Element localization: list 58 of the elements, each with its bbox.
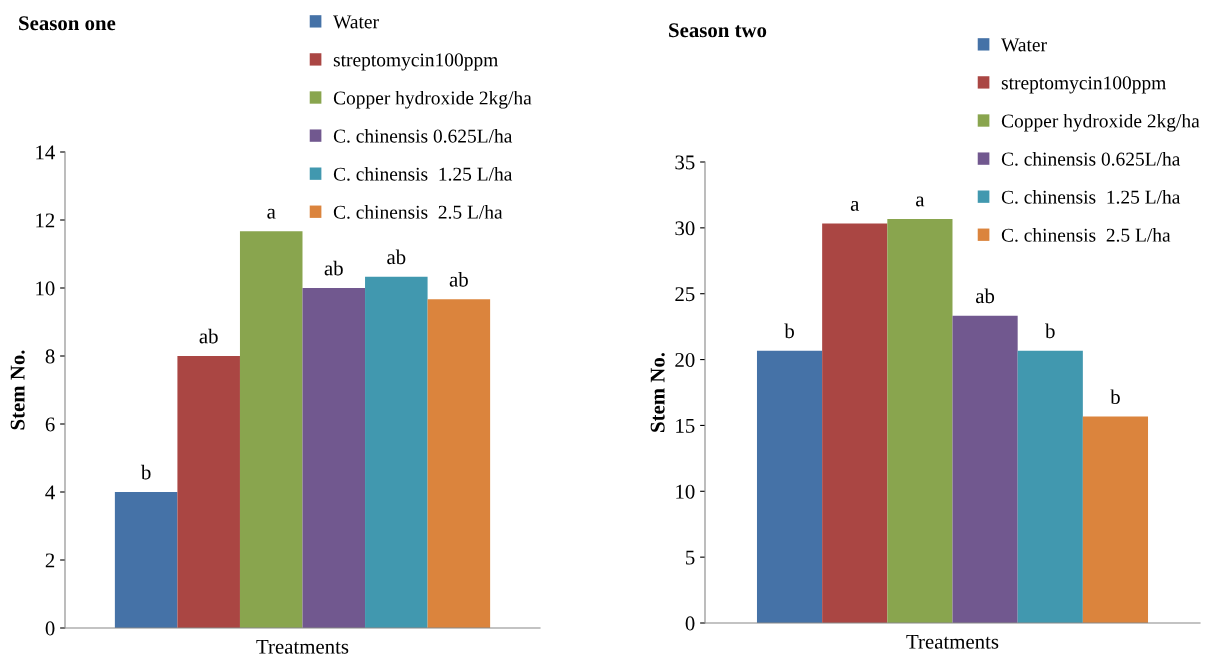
data-label: b <box>1045 323 1055 339</box>
legend-label: Copper hydroxide 2kg/ha <box>333 90 532 109</box>
y-tick-label: 25 <box>675 287 695 302</box>
bar <box>887 219 953 623</box>
legend-label: C. chinensis 0.625L/ha <box>333 128 513 143</box>
legend-label: C. chinensis 2.5 L/ha <box>1001 228 1171 242</box>
y-tick-label: 15 <box>676 418 695 433</box>
legend-label: streptomycin100ppm <box>333 53 499 71</box>
y-tick-label: 8 <box>45 349 55 364</box>
y-tick-label: 0 <box>45 621 55 636</box>
data-label: b <box>140 464 151 480</box>
legend-label: streptomycin100ppm <box>1001 76 1167 94</box>
legend-label: Water <box>333 15 379 29</box>
bar <box>302 288 366 628</box>
bar <box>952 315 1018 623</box>
data-label: b <box>784 323 794 339</box>
y-tick-label: 10 <box>676 484 695 499</box>
bar <box>822 223 888 623</box>
y-axis-title: Stem No. <box>10 350 25 430</box>
y-axis-title: Stem No. <box>650 352 665 432</box>
y-tick-label: 35 <box>675 155 695 170</box>
data-label: ab <box>449 271 468 287</box>
bar <box>1017 350 1083 623</box>
y-tick-label: 10 <box>36 281 55 296</box>
legend-label: C. chinensis 0.625L/ha <box>1001 151 1181 166</box>
y-tick-label: 30 <box>675 221 695 236</box>
y-tick-label: 20 <box>675 352 695 367</box>
data-label: ab <box>387 249 406 265</box>
data-label: ab <box>199 328 218 344</box>
x-tick-label: Treatments <box>906 634 999 649</box>
data-label: ab <box>975 288 995 304</box>
legend-label: C. chinensis 1.25 L/ha <box>1001 190 1181 204</box>
data-label: b <box>1110 389 1120 405</box>
legend-label: C. chinensis 1.25 L/ha <box>333 167 513 181</box>
data-label: a <box>916 196 925 207</box>
bar <box>427 299 491 628</box>
legend-label: Copper hydroxide 2kg/ha <box>1001 113 1200 132</box>
y-tick-label: 14 <box>36 145 55 160</box>
data-label: a <box>267 208 276 219</box>
bar <box>365 276 428 628</box>
y-tick-label: 6 <box>45 417 55 432</box>
bar <box>177 356 240 628</box>
bar <box>1082 416 1149 623</box>
data-label: ab <box>324 260 343 276</box>
y-tick-label: 4 <box>45 485 55 500</box>
y-tick-label: 0 <box>685 616 695 631</box>
y-tick-label: 5 <box>686 550 695 565</box>
bar <box>756 350 823 623</box>
bar <box>239 231 303 628</box>
legend-label: C. chinensis 2.5 L/ha <box>333 205 503 219</box>
legend-label: Water <box>1001 38 1047 52</box>
y-tick-label: 12 <box>36 213 55 228</box>
x-tick-label: Treatments <box>256 639 349 654</box>
chart-title: Season two <box>669 23 767 38</box>
y-tick-label: 2 <box>45 553 55 568</box>
chart-title: Season one <box>19 16 116 31</box>
data-label: a <box>850 200 860 211</box>
bar <box>114 492 178 628</box>
